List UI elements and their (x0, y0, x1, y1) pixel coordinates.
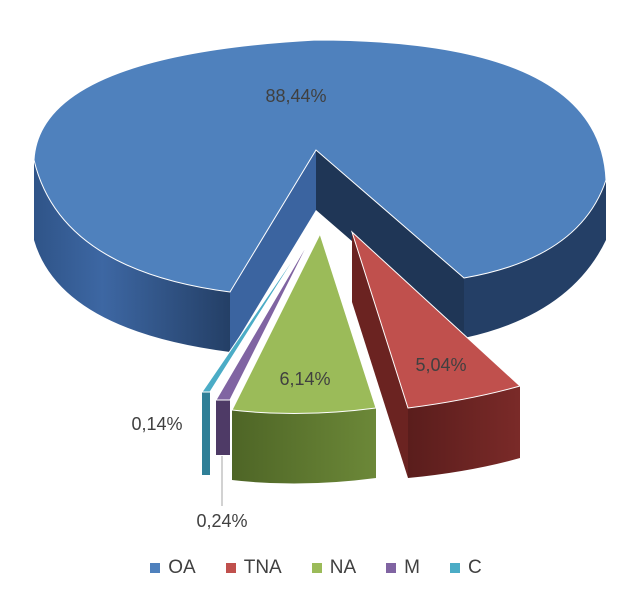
slice-tna (350, 230, 522, 478)
data-label-oa: 88,44% (265, 86, 326, 106)
legend-item-na: NA (311, 557, 357, 579)
legend: OA TNA NA M C (0, 557, 632, 579)
data-label-m: 0,24% (196, 511, 247, 531)
legend-swatch-tna (225, 563, 236, 573)
data-label-c: 0,14% (131, 414, 182, 434)
legend-label-m: M (404, 557, 420, 578)
legend-swatch-na (311, 563, 322, 573)
slice-na (231, 232, 377, 484)
slice-c (201, 239, 307, 475)
legend-label-tna: TNA (243, 557, 282, 578)
slice-m (215, 235, 313, 455)
data-label-tna: 5,04% (415, 355, 466, 375)
legend-swatch-oa (150, 563, 161, 573)
legend-item-oa: OA (150, 557, 196, 579)
legend-label-oa: OA (168, 557, 196, 578)
legend-item-tna: TNA (225, 557, 282, 579)
slice-oa (33, 39, 607, 352)
data-label-na: 6,14% (279, 369, 330, 389)
legend-swatch-m (386, 563, 397, 573)
legend-swatch-c (449, 563, 460, 573)
legend-item-c: C (449, 557, 482, 579)
legend-item-m: M (386, 557, 420, 579)
legend-label-na: NA (329, 557, 357, 578)
legend-label-c: C (467, 557, 482, 578)
